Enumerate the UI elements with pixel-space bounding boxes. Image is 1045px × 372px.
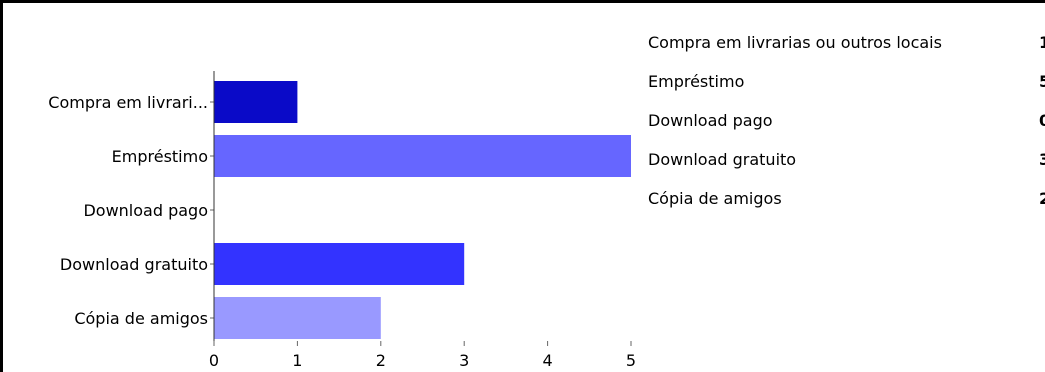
x-tick-label: 2	[376, 351, 386, 370]
bar-chart: Compra em livrari... Empréstimo Download p…	[48, 71, 636, 370]
summary-label: Download gratuito	[648, 150, 797, 169]
category-label: Cópia de amigos	[74, 309, 208, 328]
summary-label: Empréstimo	[648, 72, 745, 91]
bar	[214, 243, 465, 285]
summary-row: Empréstimo 5	[648, 72, 1045, 96]
summary-label: Compra em livrarias ou outros locais	[648, 33, 942, 52]
summary-value: 2	[1039, 189, 1045, 208]
summary-value: 1	[1039, 33, 1045, 52]
category-label: Compra em livrari...	[48, 93, 208, 112]
category-label: Empréstimo	[112, 147, 208, 166]
x-tick-label: 4	[543, 351, 553, 370]
x-tick-label: 3	[459, 351, 469, 370]
summary-value: 5	[1039, 72, 1045, 91]
category-label: Download pago	[83, 201, 208, 220]
summary-row: Cópia de amigos 2	[648, 189, 1045, 213]
summary-row: Compra em livrarias ou outros locais 1	[648, 33, 1045, 57]
summary-row: Download gratuito 3	[648, 150, 1045, 174]
summary-label: Download pago	[648, 111, 773, 130]
summary-value: 3	[1039, 150, 1045, 169]
bar	[214, 135, 631, 177]
summary-value: 0	[1039, 111, 1045, 130]
x-tick-label: 0	[209, 351, 219, 370]
summary-row: Download pago 0	[648, 111, 1045, 135]
summary-label: Cópia de amigos	[648, 189, 782, 208]
x-tick-label: 1	[292, 351, 302, 370]
category-label: Download gratuito	[60, 255, 208, 274]
bar	[214, 81, 298, 123]
bar	[214, 297, 381, 339]
x-tick-label: 5	[626, 351, 636, 370]
